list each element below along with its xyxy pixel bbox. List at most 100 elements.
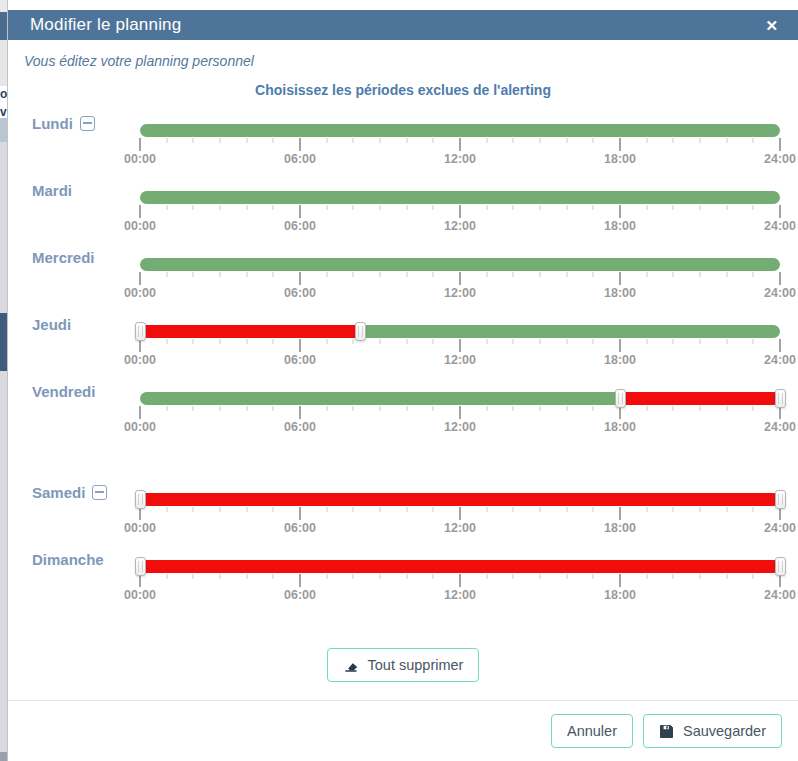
slider-track[interactable]: [140, 191, 780, 204]
slider-segment-excluded: [140, 560, 780, 573]
day-row: Lundi 00:0006:0012:0018:0024:00: [8, 112, 798, 179]
slider-segment-excluded: [620, 392, 780, 405]
tick-mark: [273, 339, 274, 344]
slider-track[interactable]: [140, 392, 780, 405]
tick-mark: [406, 138, 407, 143]
tick-mark: [779, 272, 781, 285]
tick-label: 24:00: [764, 152, 796, 166]
tick-mark: [753, 272, 754, 277]
tick-mark: [700, 272, 701, 277]
close-icon[interactable]: ✕: [765, 18, 778, 33]
tick-mark: [593, 272, 594, 277]
slider-handle[interactable]: [135, 490, 146, 509]
section-heading: Choisissez les périodes exclues de l'ale…: [8, 82, 798, 98]
tick-label: 18:00: [604, 219, 636, 233]
tick-mark: [433, 138, 434, 143]
tick-label-row: 00:0006:0012:0018:0024:00: [140, 420, 780, 436]
tick-mark: [646, 272, 647, 277]
tick-mark: [273, 272, 274, 277]
tick-mark: [406, 406, 407, 411]
tick-mark: [220, 406, 221, 411]
tick-mark: [299, 205, 301, 218]
tick-mark: [726, 138, 727, 143]
remove-day-icon[interactable]: [80, 116, 95, 131]
slider-handle[interactable]: [775, 557, 786, 576]
tick-mark: [700, 574, 701, 579]
tick-mark: [566, 507, 567, 512]
tick-mark: [406, 272, 407, 277]
tick-mark: [193, 138, 194, 143]
tick-mark: [540, 339, 541, 344]
tick-mark: [726, 507, 727, 512]
tick-mark: [619, 272, 621, 285]
tick-mark: [193, 574, 194, 579]
tick-mark: [726, 574, 727, 579]
tick-mark: [673, 406, 674, 411]
tick-mark: [673, 138, 674, 143]
slider-track[interactable]: [140, 325, 780, 338]
tick-row: [140, 272, 780, 286]
tick-label: 24:00: [764, 521, 796, 535]
tick-mark: [139, 406, 141, 419]
slider-handle[interactable]: [775, 490, 786, 509]
tick-mark: [726, 205, 727, 210]
tick-mark: [433, 406, 434, 411]
tick-row: [140, 205, 780, 219]
tick-mark: [299, 507, 301, 520]
tick-mark: [673, 339, 674, 344]
slider: 00:0006:0012:0018:0024:00: [140, 246, 780, 313]
slider-segment-included: [140, 191, 780, 204]
day-label: Mercredi: [32, 249, 95, 266]
slider-track[interactable]: [140, 493, 780, 506]
tick-mark: [193, 272, 194, 277]
tick-label-row: 00:0006:0012:0018:0024:00: [140, 588, 780, 604]
slider-track[interactable]: [140, 560, 780, 573]
clear-all-button[interactable]: Tout supprimer: [327, 648, 480, 682]
slider-handle[interactable]: [135, 557, 146, 576]
tick-mark: [646, 138, 647, 143]
tick-mark: [540, 406, 541, 411]
tick-mark: [220, 574, 221, 579]
slider-handle[interactable]: [775, 389, 786, 408]
modal-body: Vous éditez votre planning personnel Cho…: [8, 40, 798, 700]
day-row: Jeudi 00:0006:0012:0018:0024:00: [8, 313, 798, 380]
tick-mark: [486, 272, 487, 277]
tick-label: 18:00: [604, 588, 636, 602]
day-row: Mercredi 00:0006:0012:0018:0024:00: [8, 246, 798, 313]
cancel-button[interactable]: Annuler: [551, 714, 633, 748]
tick-label: 06:00: [284, 420, 316, 434]
tick-mark: [406, 574, 407, 579]
tick-label: 00:00: [124, 353, 156, 367]
tick-mark: [753, 406, 754, 411]
background-text-fragment: or: [0, 87, 8, 101]
tick-mark: [540, 205, 541, 210]
slider-segment-included: [140, 124, 780, 137]
tick-mark: [246, 205, 247, 210]
tick-label: 12:00: [444, 152, 476, 166]
tick-mark: [380, 574, 381, 579]
tick-mark: [700, 339, 701, 344]
slider-track[interactable]: [140, 124, 780, 137]
slider-handle[interactable]: [355, 322, 366, 341]
tick-mark: [513, 339, 514, 344]
tick-mark: [513, 205, 514, 210]
slider-track[interactable]: [140, 258, 780, 271]
tick-mark: [593, 507, 594, 512]
tick-mark: [246, 138, 247, 143]
tick-mark: [486, 574, 487, 579]
slider-handle[interactable]: [135, 322, 146, 341]
save-button[interactable]: Sauvegarder: [643, 714, 782, 748]
tick-mark: [619, 574, 621, 587]
tick-mark: [566, 272, 567, 277]
tick-mark: [273, 574, 274, 579]
slider-handle[interactable]: [615, 389, 626, 408]
tick-mark: [406, 339, 407, 344]
slider: 00:0006:0012:0018:0024:00: [140, 179, 780, 246]
tick-label: 18:00: [604, 353, 636, 367]
remove-day-icon[interactable]: [92, 485, 107, 500]
tick-mark: [540, 138, 541, 143]
tick-label: 12:00: [444, 286, 476, 300]
tick-mark: [273, 205, 274, 210]
tick-mark: [299, 574, 301, 587]
tick-mark: [459, 507, 461, 520]
